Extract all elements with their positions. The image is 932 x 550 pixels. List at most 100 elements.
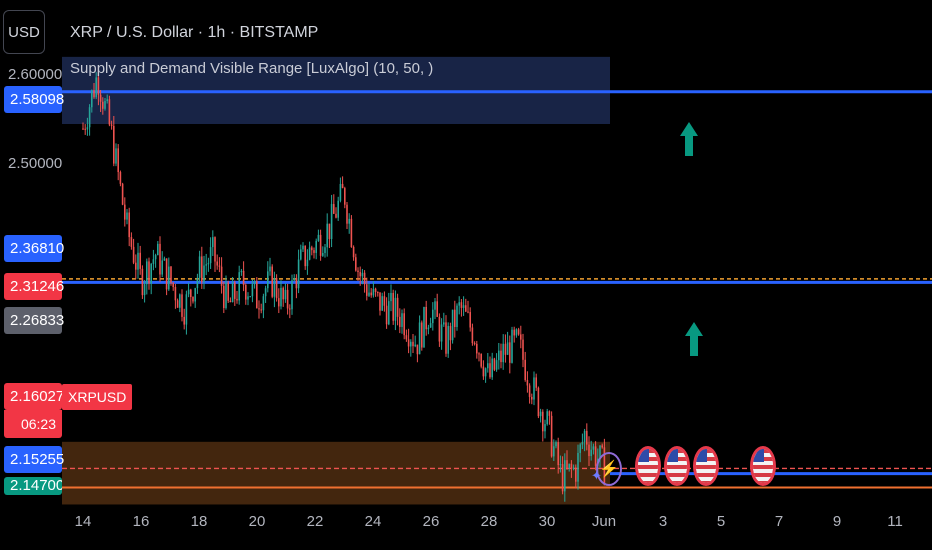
candle-body <box>531 396 533 400</box>
candle-body <box>449 326 452 341</box>
candle-body <box>238 272 240 301</box>
candle-body <box>143 284 146 296</box>
candle-body <box>245 284 247 300</box>
candle-body <box>493 358 496 370</box>
candle-body <box>335 213 337 218</box>
candle-body <box>130 237 133 247</box>
us-flag-icon[interactable] <box>635 446 661 486</box>
x-tick-label: 16 <box>132 513 150 530</box>
candle-body <box>119 172 122 184</box>
candle-body <box>522 339 524 360</box>
candle-body <box>249 296 251 298</box>
candle-body <box>577 452 579 482</box>
candle-body <box>403 313 405 336</box>
candle-body <box>350 218 353 247</box>
candle-body <box>344 188 346 205</box>
lightning-icon[interactable]: ⚡ <box>596 452 622 486</box>
x-tick-label: 24 <box>364 513 382 530</box>
candle-body <box>363 272 366 285</box>
candle-body <box>511 329 513 363</box>
up-arrow-icon <box>685 322 703 356</box>
candle-body <box>264 288 267 297</box>
candle-body <box>454 309 456 328</box>
candle-body <box>201 256 203 282</box>
candle-body <box>434 301 436 310</box>
candle-body <box>520 334 522 340</box>
candle-body <box>311 247 313 251</box>
candle-body <box>396 297 399 317</box>
indicator-label[interactable]: Supply and Demand Visible Range [LuxAlgo… <box>70 60 434 77</box>
candle-body <box>443 322 445 325</box>
candle-body <box>256 281 258 309</box>
symbol-tag: XRPUSD <box>62 384 133 410</box>
candle-body <box>462 305 465 308</box>
candle-body <box>330 204 333 239</box>
candle-body <box>533 377 535 400</box>
candle-body <box>564 460 566 492</box>
candle-body <box>227 282 229 301</box>
candle-body <box>82 128 84 130</box>
candle-body <box>528 385 531 397</box>
candle-body <box>207 263 210 265</box>
candle-body <box>559 464 562 466</box>
candle-body <box>214 237 216 262</box>
candle-body <box>374 288 377 293</box>
candle-body <box>381 296 383 311</box>
candle-body <box>438 316 441 342</box>
candle-body <box>440 324 443 342</box>
x-tick-label: 28 <box>480 513 498 530</box>
x-tick-label: 11 <box>887 513 903 530</box>
candle-body <box>495 360 498 370</box>
candle-body <box>429 323 432 328</box>
candle-body <box>322 252 324 256</box>
x-tick-label: 18 <box>190 513 208 530</box>
y-tick-label: 2.50000 <box>8 155 63 173</box>
candle-body <box>278 298 280 307</box>
candle-body <box>225 282 227 309</box>
candle-body <box>487 363 489 369</box>
currency-button[interactable]: USD <box>3 10 45 54</box>
candle-body <box>313 250 315 253</box>
candle-body <box>124 204 126 220</box>
candle-body <box>368 292 370 296</box>
us-flag-icon[interactable] <box>693 446 719 486</box>
candle-body <box>163 258 166 261</box>
candle-body <box>401 313 403 327</box>
candle-body <box>284 289 287 300</box>
candle-body <box>583 430 586 443</box>
candle-body <box>390 292 392 302</box>
bar-countdown: 06:23 <box>4 410 62 438</box>
candle-body <box>456 305 458 328</box>
candle-body <box>550 415 553 457</box>
candle-body <box>407 339 410 347</box>
candle-body <box>196 277 199 289</box>
candle-body <box>399 316 401 327</box>
candle-body <box>236 298 238 301</box>
candle-body <box>187 289 190 295</box>
candle-body <box>113 125 115 164</box>
candle-body <box>242 270 245 285</box>
candle-body <box>289 308 291 310</box>
candle-body <box>504 343 507 355</box>
candle-body <box>220 266 223 286</box>
candle-body <box>383 296 386 306</box>
candle-body <box>467 311 469 313</box>
us-flag-icon[interactable] <box>750 446 776 486</box>
candle-body <box>489 363 491 378</box>
candle-body <box>361 272 364 277</box>
candle-body <box>412 341 414 347</box>
x-tick-label: 22 <box>306 513 324 530</box>
candle-body <box>205 264 207 266</box>
candle-body <box>86 127 89 130</box>
candle-body <box>179 294 181 308</box>
candle-body <box>258 308 260 310</box>
candle-body <box>445 322 447 354</box>
candle-body <box>308 247 311 260</box>
candle-body <box>366 284 368 296</box>
candle-body <box>357 270 359 273</box>
candle-body <box>183 316 185 325</box>
us-flag-icon[interactable] <box>664 446 690 486</box>
candle-body <box>121 183 124 205</box>
candle-body <box>240 270 243 273</box>
